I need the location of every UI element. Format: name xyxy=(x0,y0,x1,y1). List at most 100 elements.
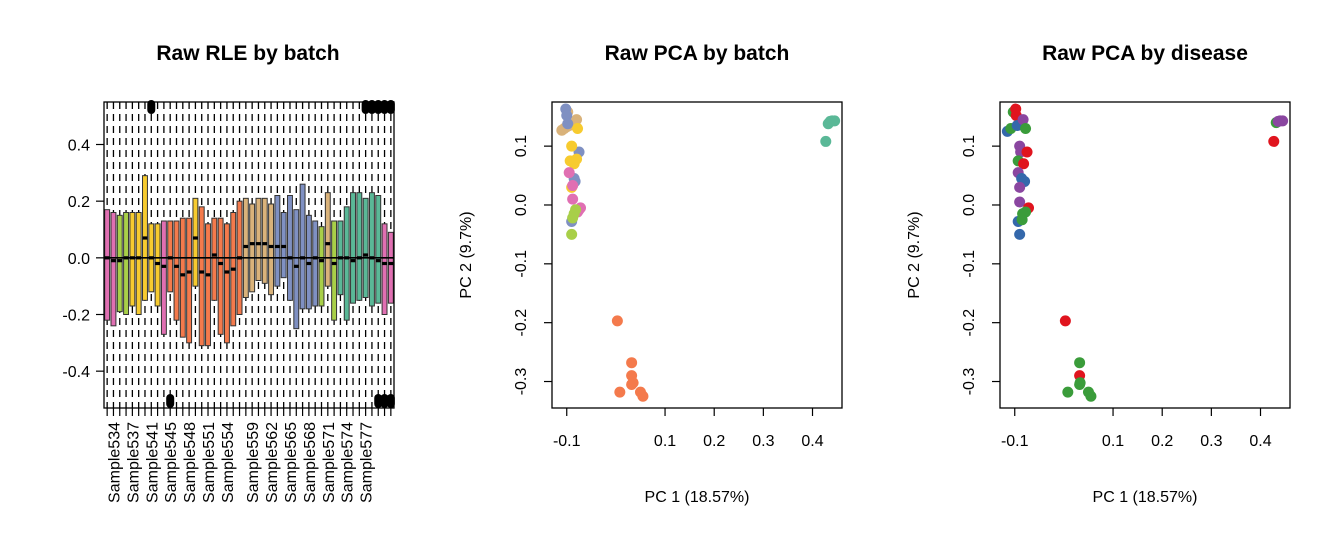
y-tick-label: 0.1 xyxy=(961,135,978,157)
pca-batch-panel: Raw PCA by batch PC 1 (18.57%) PC 2 (9.7… xyxy=(458,42,843,506)
scatter-point xyxy=(611,315,623,327)
rle-boxplot-panel: Raw RLE by batch -0.4 -0.2 0.0 0.2 0.4 Sample… xyxy=(62,42,395,503)
rle-box xyxy=(179,217,186,338)
rle-x-tick-label: Sample537 xyxy=(125,422,142,503)
scatter-point xyxy=(614,386,626,398)
rle-box xyxy=(192,197,199,287)
x-tick-label: -0.1 xyxy=(1001,433,1029,450)
rle-outlier-high xyxy=(367,100,376,114)
pca-batch-xlabel: PC 1 (18.57%) xyxy=(645,489,750,506)
rle-box xyxy=(293,209,300,330)
rle-x-tick-label: Sample534 xyxy=(106,422,123,503)
scatter-point xyxy=(1059,315,1071,327)
rle-outlier-low xyxy=(380,394,389,408)
rle-box xyxy=(186,217,193,344)
x-tick-label: 0.4 xyxy=(1249,433,1271,450)
x-tick-label: -0.1 xyxy=(553,433,581,450)
rle-y-tick-label: 0.2 xyxy=(68,194,90,211)
scatter-point xyxy=(567,212,579,224)
y-tick-label: 0.0 xyxy=(961,194,978,216)
scatter-point xyxy=(566,140,578,152)
rle-box xyxy=(299,183,306,310)
rle-outlier-high xyxy=(374,100,383,114)
rle-box xyxy=(343,206,350,321)
rle-x-tick-label: Sample541 xyxy=(144,422,161,503)
scatter-point xyxy=(566,228,578,240)
rle-x-tick-label: Sample559 xyxy=(245,422,262,503)
scatter-point xyxy=(626,357,638,369)
rle-box xyxy=(160,220,167,335)
rle-box xyxy=(375,195,382,304)
rle-box xyxy=(312,220,319,307)
y-tick-label: 0.1 xyxy=(513,135,530,157)
rle-box xyxy=(104,209,111,321)
rle-x-tick-label: Sample548 xyxy=(182,422,199,503)
rle-y-tick-label: -0.4 xyxy=(62,364,90,381)
rle-outlier-high xyxy=(147,100,156,114)
scatter-point xyxy=(561,110,573,122)
rle-x-tick-label: Sample571 xyxy=(321,422,338,503)
rle-box xyxy=(223,223,230,344)
y-tick-label: -0.2 xyxy=(961,309,978,337)
scatter-point xyxy=(626,378,638,390)
scatter-point xyxy=(567,180,579,192)
scatter-point xyxy=(829,115,841,127)
scatter-point xyxy=(1074,378,1086,390)
scatter-point xyxy=(563,167,575,179)
rle-title: Raw RLE by batch xyxy=(156,42,339,65)
rle-outlier-high xyxy=(361,100,370,114)
rle-box xyxy=(268,203,275,296)
rle-box xyxy=(173,220,180,321)
scatter-point xyxy=(1085,390,1097,402)
x-tick-label: 0.2 xyxy=(703,433,725,450)
scatter-point xyxy=(1014,228,1026,240)
x-tick-label: 0.1 xyxy=(1102,433,1124,450)
scatter-point xyxy=(1021,146,1033,158)
y-tick-label: -0.1 xyxy=(961,250,978,278)
rle-box xyxy=(205,223,211,347)
rle-x-tick-label: Sample574 xyxy=(340,422,357,503)
scatter-point xyxy=(1062,386,1074,398)
rle-box xyxy=(368,192,375,307)
pca-batch-plot-frame xyxy=(551,101,843,409)
rle-x-tick-label: Sample577 xyxy=(359,422,376,503)
rle-y-tick-label: 0.0 xyxy=(68,251,90,268)
rle-plot-frame xyxy=(103,101,395,409)
pca-disease-ylabel: PC 2 (9.7%) xyxy=(906,211,923,298)
rle-y-tick-label: -0.2 xyxy=(62,308,90,325)
scatter-point xyxy=(1074,357,1086,369)
rle-box xyxy=(261,197,268,284)
x-tick-label: 0.2 xyxy=(1151,433,1173,450)
rle-outlier-low xyxy=(386,394,395,408)
y-tick-label: -0.3 xyxy=(513,368,530,396)
x-tick-label: 0.3 xyxy=(1200,433,1222,450)
scatter-point xyxy=(1014,196,1026,208)
scatter-point xyxy=(567,193,579,205)
y-tick-label: -0.3 xyxy=(961,368,978,396)
scatter-point xyxy=(572,122,584,134)
rle-box xyxy=(217,217,224,335)
rle-x-tick-label: Sample551 xyxy=(201,422,218,503)
y-tick-label: -0.2 xyxy=(513,309,530,337)
rle-box xyxy=(387,231,394,304)
pca-batch-title: Raw PCA by batch xyxy=(605,42,790,65)
rle-box xyxy=(362,197,369,298)
y-tick-label: -0.1 xyxy=(513,250,530,278)
rle-box xyxy=(381,223,388,315)
pca-disease-xlabel: PC 1 (18.57%) xyxy=(1093,489,1198,506)
y-tick-label: 0.0 xyxy=(513,194,530,216)
x-tick-label: 0.4 xyxy=(801,433,823,450)
scatter-point xyxy=(637,390,649,402)
rle-y-tick-label: 0.4 xyxy=(68,138,90,155)
rle-outlier-low xyxy=(374,394,383,408)
rle-box xyxy=(123,212,130,315)
rle-x-tick-label: Sample565 xyxy=(283,422,300,503)
rle-box xyxy=(135,212,142,315)
rle-x-tick-label: Sample545 xyxy=(163,422,180,503)
rle-outlier-high xyxy=(386,100,395,114)
x-tick-label: 0.1 xyxy=(654,433,676,450)
rle-box xyxy=(116,214,123,313)
scatter-point xyxy=(1014,181,1026,193)
